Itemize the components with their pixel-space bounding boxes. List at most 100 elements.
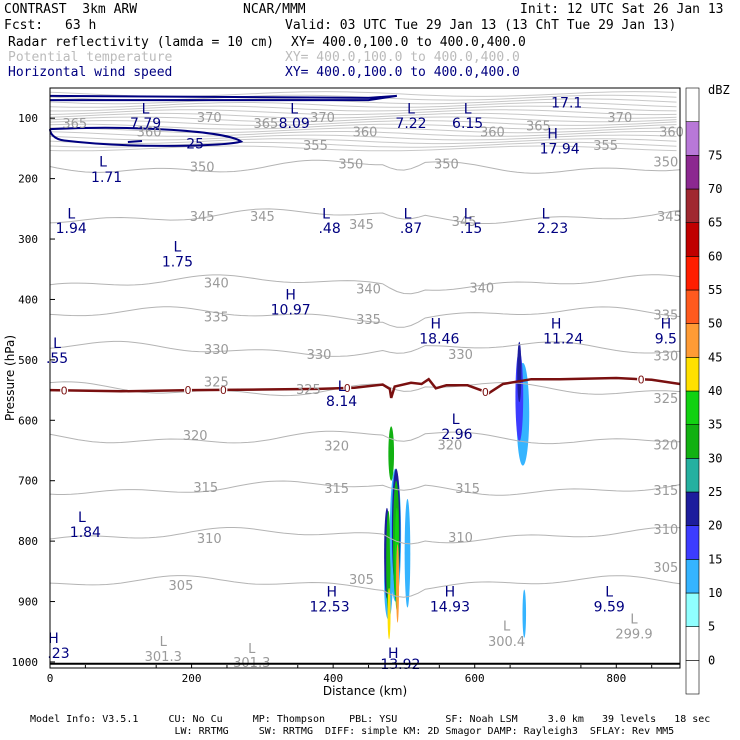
colorbar-swatch xyxy=(685,592,700,627)
reflectivity-cell xyxy=(522,589,527,638)
theta-label: 325 xyxy=(204,376,229,391)
wind-label: L xyxy=(99,155,107,171)
theta-label: 310 xyxy=(448,531,473,546)
theta-label: 315 xyxy=(455,482,480,497)
wind-label: H xyxy=(445,584,456,600)
footer-model-info: Model Info: V3.5.1 CU: No Cu MP: Thompso… xyxy=(30,714,711,725)
wind-label: L xyxy=(542,207,550,223)
theta-contour-315 xyxy=(49,480,681,496)
wind-label: L xyxy=(404,207,412,223)
wind-label: H xyxy=(431,317,442,333)
colorbar-swatch xyxy=(685,559,700,594)
theta-label: 370 xyxy=(607,111,632,126)
plot-frame xyxy=(49,87,681,669)
theta-contour-335 xyxy=(49,306,681,328)
colorbar-swatch xyxy=(685,222,700,257)
wind-label: 2.23 xyxy=(537,221,568,237)
colorbar-swatch xyxy=(685,155,700,190)
y-tick-label: 500 xyxy=(18,354,38,367)
surface-theta-label: 301.3 xyxy=(145,650,182,665)
theta-label: 350 xyxy=(434,158,459,173)
colorbar-swatch xyxy=(685,390,700,425)
theta-label: 335 xyxy=(356,313,381,328)
colorbar-swatch xyxy=(685,458,700,493)
colorbar-tick-label: 55 xyxy=(708,283,722,297)
y-tick-label: 900 xyxy=(18,596,38,609)
theta-label: 340 xyxy=(356,283,381,298)
wind-label: 9.5 xyxy=(655,332,677,348)
theta-label: 320 xyxy=(438,438,463,453)
zero-isotherm-label: 0 xyxy=(344,382,351,395)
theta-contours xyxy=(49,91,681,598)
colorbar-tick-label: 15 xyxy=(708,552,722,566)
wind-label: L xyxy=(464,207,472,223)
theta-label: 345 xyxy=(657,210,682,225)
theta-label: 320 xyxy=(324,440,349,455)
theta-contour-320 xyxy=(49,430,681,445)
y-tick-label: 800 xyxy=(18,535,38,548)
colorbar-tick-label: 10 xyxy=(708,586,722,600)
theta-label: 350 xyxy=(338,158,363,173)
colorbar-swatch xyxy=(685,323,700,358)
colorbar-tick-label: 40 xyxy=(708,384,722,398)
wind-label: L xyxy=(322,207,330,223)
theta-label: 365 xyxy=(253,117,278,132)
theta-label: 360 xyxy=(137,126,162,141)
zero-label-bg xyxy=(343,382,352,393)
theta-label: 350 xyxy=(190,161,215,176)
colorbar-tick-label: 60 xyxy=(708,249,722,263)
theta-contour-350 xyxy=(49,159,681,174)
zero-isotherm-label: 0 xyxy=(61,384,68,397)
theta-contour-310 xyxy=(49,526,681,545)
colorbar-tick-label: 45 xyxy=(708,350,722,364)
x-axis-label: Distance (km) xyxy=(323,684,407,698)
reflectivity-cell xyxy=(387,587,391,640)
footer-physics-info: LW: RRTMG SW: RRTMG DIFF: simple KM: 2D … xyxy=(30,726,675,737)
theta-label: 305 xyxy=(169,579,194,594)
wind-label: H xyxy=(551,317,562,333)
y-tick-label: 700 xyxy=(18,475,38,488)
theta-contour-upper xyxy=(49,120,677,127)
zero-isotherm-label: 0 xyxy=(185,384,192,397)
wind-label: L xyxy=(338,379,346,395)
valid-time: Valid: 03 UTC Tue 29 Jan 13 (13 ChT Tue … xyxy=(285,18,677,33)
theta-label: 310 xyxy=(197,532,222,547)
wind-label: 17.94 xyxy=(540,141,580,157)
init-time: Init: 12 UTC Sat 26 Jan 13 xyxy=(520,2,724,17)
colorbar-swatch xyxy=(685,660,700,695)
theta-label: 370 xyxy=(310,111,335,126)
wind-label: 1.84 xyxy=(70,525,101,541)
theta-label: 330 xyxy=(307,348,332,363)
x-tick-label: 200 xyxy=(182,672,202,685)
wind-label: 11.24 xyxy=(543,332,583,348)
theta-contour-upper xyxy=(49,138,677,145)
colorbar-title: dBZ xyxy=(708,83,730,97)
theta-label: 315 xyxy=(324,482,349,497)
field-xy-reflectivity: XY= 400.0,100.0 to 400.0,400.0 xyxy=(291,35,526,50)
theta-contour-upper xyxy=(49,145,677,152)
wind-label: L xyxy=(78,510,86,526)
colorbar-tick-label: 70 xyxy=(708,182,722,196)
zero-isotherm: 0 0 0 0 0 0 xyxy=(49,373,681,399)
wind-label: H xyxy=(661,317,672,333)
theta-label: 315 xyxy=(653,484,678,499)
wind-label: L xyxy=(67,207,75,223)
y-tick-label: 600 xyxy=(18,414,38,427)
wind-label: 8.14 xyxy=(326,394,357,410)
y-tick-label: 400 xyxy=(18,293,38,306)
colorbar-swatch xyxy=(685,289,700,324)
theta-contour-345 xyxy=(49,208,681,224)
theta-label: 335 xyxy=(653,309,678,324)
wind-label: L xyxy=(407,102,415,118)
zero-label-bg xyxy=(481,386,490,397)
colorbar-swatch xyxy=(685,626,700,661)
wind-label: 6.15 xyxy=(452,116,483,132)
theta-label: 310 xyxy=(653,523,678,538)
theta-label: 305 xyxy=(653,561,678,576)
theta-label: 325 xyxy=(653,392,678,407)
colorbar-tick-label: 65 xyxy=(708,216,722,230)
contour-labels: 370 370 370 365 365 365 360 360 360 360 355 355 350 3… xyxy=(46,96,684,673)
surface-theta-label: 299.9 xyxy=(615,628,652,643)
theta-contour-upper xyxy=(49,123,677,130)
surface-theta-label: L xyxy=(160,635,168,650)
